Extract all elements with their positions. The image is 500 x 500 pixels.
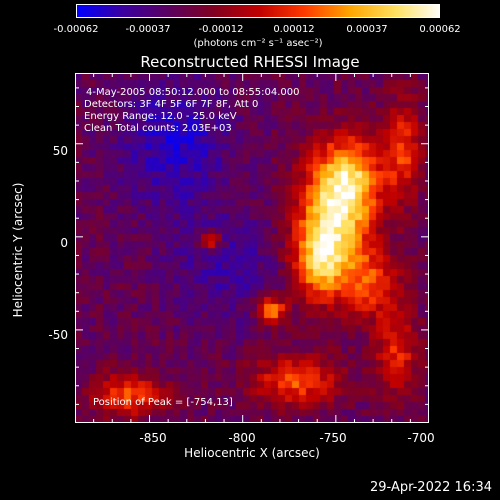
time-range-label: 4-May-2005 08:50:12.000 to 08:55:04.000: [86, 87, 300, 98]
colorbar-tick-label: -0.00012: [198, 24, 244, 35]
detectors-label: Detectors: 3F 4F 5F 6F 7F 8F, Att 0: [84, 99, 259, 110]
peak-position-label: Position of Peak = [-754,13]: [93, 397, 233, 408]
y-tick-label: -50: [48, 328, 68, 342]
colorbar-unit-label: (photons cm⁻² s⁻¹ asec⁻²): [193, 38, 323, 49]
plot-frame: [75, 73, 429, 423]
colorbar-tick-label: 0.00062: [419, 24, 461, 35]
colorbar-tick-label: 0.00012: [273, 24, 315, 35]
colorbar: [76, 4, 440, 18]
x-tick-label: -850: [139, 431, 167, 445]
colorbar-tick-label: -0.00062: [53, 24, 99, 35]
x-tick-label: -700: [407, 431, 435, 445]
colorbar-tick-label: -0.00037: [125, 24, 171, 35]
footer-date: 29-Apr-2022 16:34: [370, 480, 492, 495]
y-axis-label: Heliocentric Y (arcsec): [11, 182, 25, 318]
energy-range-label: Energy Range: 12.0 - 25.0 keV: [84, 111, 237, 122]
x-tick-label: -750: [319, 431, 347, 445]
chart-title: Reconstructed RHESSI Image: [140, 53, 360, 71]
y-tick-label: 0: [60, 236, 68, 250]
x-axis-label: Heliocentric X (arcsec): [184, 446, 320, 460]
clean-counts-label: Clean Total counts: 2.03E+03: [84, 123, 232, 134]
x-tick-label: -800: [228, 431, 256, 445]
heatmap-image: [75, 73, 429, 423]
colorbar-tick-label: 0.00037: [346, 24, 388, 35]
y-tick-label: 50: [52, 144, 68, 158]
